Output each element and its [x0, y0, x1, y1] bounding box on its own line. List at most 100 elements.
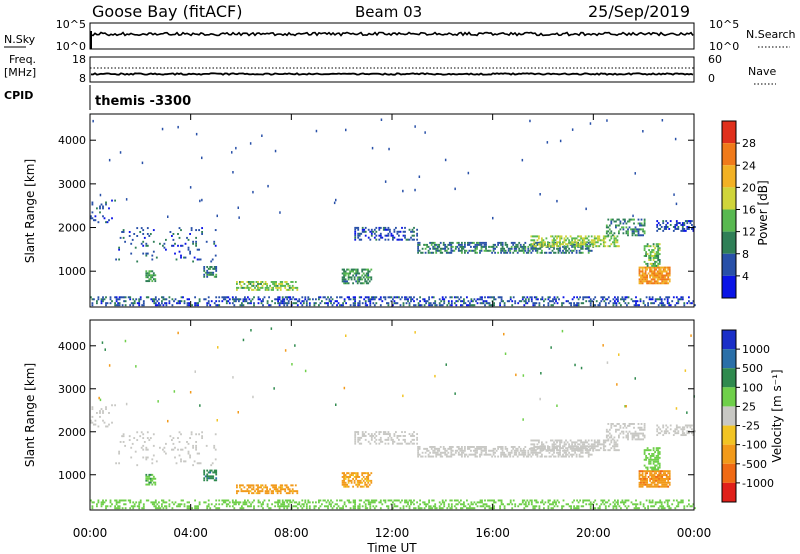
power-cell: [577, 235, 580, 238]
power-cell: [550, 235, 552, 238]
vel-cell: [634, 438, 637, 441]
vel-cell: [449, 499, 452, 502]
power-cell: [354, 232, 357, 235]
vel-cell: [643, 453, 646, 455]
vel-cell: [206, 473, 209, 476]
power-cell: [427, 249, 430, 252]
power-cell: [578, 245, 581, 248]
power-cell: [652, 266, 655, 269]
power-cell: [536, 247, 539, 250]
vel-cell: [663, 432, 666, 435]
power-cell: [515, 247, 518, 250]
vel-cell: [594, 507, 597, 510]
power-cell: [399, 238, 402, 241]
vel-cell: [154, 499, 157, 502]
vel-cell: [269, 488, 272, 491]
power-cell: [646, 264, 649, 267]
power-cell: [370, 276, 373, 279]
vel-cell: [652, 481, 655, 484]
vel-cell: [354, 431, 357, 434]
power-cell: [655, 251, 658, 254]
power-cell: [328, 298, 331, 301]
power-cell: [195, 236, 198, 239]
vel-cell: [114, 404, 117, 407]
vel-cell: [652, 485, 655, 488]
vel-cell: [487, 499, 489, 502]
power-cell: [537, 298, 539, 301]
vel-cell: [171, 448, 173, 451]
vel-cbar-swatch: [722, 463, 736, 483]
vel-cell: [367, 479, 370, 482]
power-speck: [279, 211, 281, 214]
vel-cell: [646, 447, 649, 450]
power-cell: [347, 278, 350, 281]
vel-cell: [559, 453, 561, 456]
power-cell: [354, 296, 357, 299]
vel-cell: [373, 499, 376, 502]
vel-cell: [186, 507, 189, 510]
power-cell: [405, 298, 408, 301]
power-cell: [533, 235, 536, 238]
power-cell: [541, 245, 543, 248]
vel-cell: [312, 501, 314, 504]
power-cell: [410, 296, 412, 299]
power-cell: [587, 245, 590, 248]
power-cell: [615, 224, 617, 227]
vel-cell: [530, 449, 533, 452]
power-cell: [624, 302, 627, 305]
power-cell: [654, 260, 657, 263]
vel-cell: [258, 486, 261, 489]
vel-cell: [196, 462, 199, 465]
vel-cell: [499, 505, 502, 508]
power-cell: [604, 298, 607, 301]
power-cell: [408, 296, 411, 299]
power-cell: [555, 298, 557, 301]
vel-cell: [179, 505, 181, 508]
vel-cell: [545, 441, 548, 444]
vel-cell: [191, 507, 194, 510]
power-cell: [460, 296, 462, 299]
vel-cell: [117, 501, 120, 504]
vel-cell: [227, 499, 230, 502]
power-speck: [99, 193, 102, 197]
vel-cell: [457, 453, 460, 456]
vel-cell: [674, 430, 677, 433]
power-cell: [114, 199, 117, 202]
vel-cell: [139, 499, 142, 502]
power-cell: [576, 304, 579, 307]
power-cell: [411, 298, 414, 301]
power-cell: [365, 268, 368, 271]
power-cell: [349, 270, 352, 273]
power-cell: [497, 241, 500, 244]
power-cell: [603, 300, 606, 303]
power-cell: [390, 232, 393, 235]
power-cell: [658, 276, 661, 279]
power-cell: [152, 274, 155, 277]
power-cell: [379, 298, 382, 301]
vel-cell: [593, 443, 596, 446]
power-cell: [648, 257, 651, 259]
vel-cell: [372, 435, 375, 437]
power-cell: [574, 241, 577, 244]
power-cell: [584, 237, 587, 240]
vel-cell: [538, 447, 540, 450]
power-cell: [652, 257, 655, 259]
power-speck: [675, 202, 678, 206]
power-cell: [134, 246, 137, 249]
vel-cell: [121, 507, 124, 510]
vel-cell: [274, 501, 277, 504]
power-cell: [148, 278, 151, 281]
vel-cell: [672, 430, 675, 433]
power-cell: [683, 304, 686, 307]
vel-cell: [566, 453, 569, 456]
power-cell: [471, 241, 474, 244]
power-cell: [457, 243, 460, 246]
vel-cell: [278, 507, 281, 510]
vel-cell: [325, 505, 328, 508]
power-cell: [641, 276, 644, 279]
power-cell: [423, 243, 426, 246]
vel-cell: [539, 455, 542, 458]
power-cell: [657, 245, 660, 248]
power-cell: [615, 245, 617, 248]
power-cell: [494, 298, 497, 301]
